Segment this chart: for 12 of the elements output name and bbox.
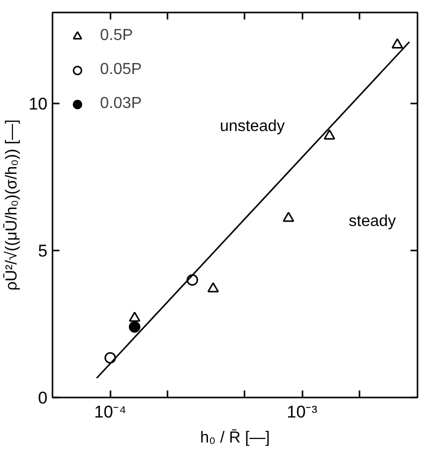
x-tick-label: 10⁻³ (286, 402, 318, 422)
x-tick-label: 10⁻⁴ (94, 402, 126, 422)
y-tick-label: 5 (38, 242, 48, 261)
y-tick-label: 0 (38, 388, 48, 408)
legend-label: 0.03P (100, 95, 142, 113)
x-axis-title: h₀ / R̄ [—] (200, 429, 270, 446)
legend-label: 0.05P (100, 61, 142, 79)
annotation: steady (348, 212, 396, 230)
y-axis-title: ρŪ²/√((μŪ/h₀)(σ/h₀)) [—] (2, 119, 21, 291)
annotation: unsteady (220, 118, 285, 135)
y-tick-label: 10 (28, 94, 48, 114)
legend-label: 0.5P (100, 27, 133, 45)
